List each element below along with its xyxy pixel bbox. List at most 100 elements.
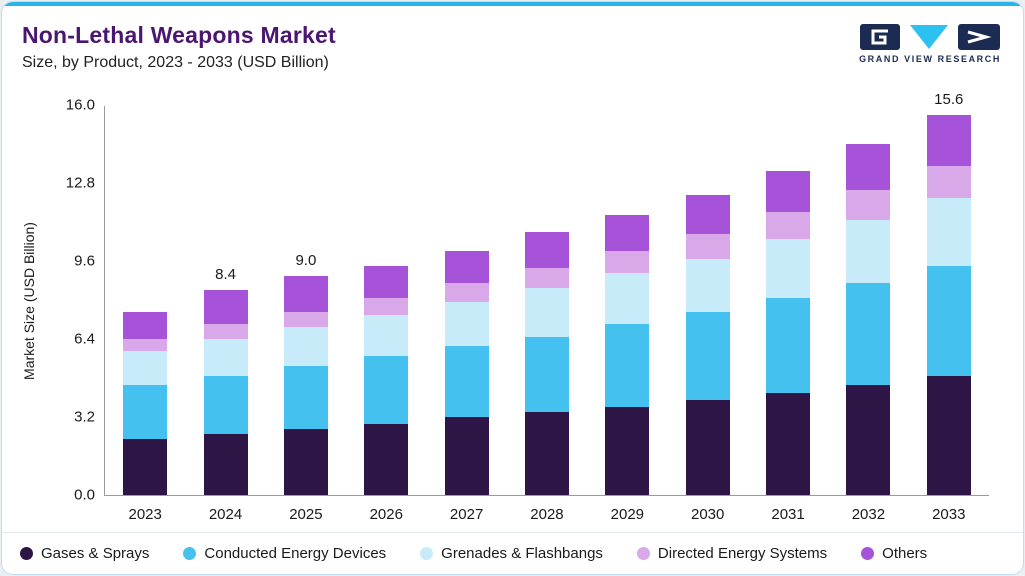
bar-group-2029: 2029 — [587, 106, 667, 523]
segment-others — [203, 290, 248, 325]
x-tick-label: 2026 — [369, 506, 403, 523]
segment-others — [524, 231, 569, 269]
segment-conducted-energy-devices — [524, 336, 569, 413]
bar-group-2023: 2023 — [105, 106, 185, 523]
segment-directed-energy-systems — [524, 268, 569, 288]
top-accent-bar — [2, 2, 1023, 6]
segment-conducted-energy-devices — [203, 375, 248, 435]
logo-icon — [860, 24, 1001, 50]
grand-view-research-logo: GRAND VIEW RESEARCH — [859, 24, 1001, 64]
segment-grenades-flashbangs — [605, 273, 650, 325]
segment-gases-sprays — [123, 438, 168, 495]
segment-gases-sprays — [605, 407, 650, 495]
legend-swatch-icon — [183, 547, 197, 560]
segment-directed-energy-systems — [444, 282, 489, 303]
title-block: Non-Lethal Weapons Market Size, by Produ… — [22, 22, 336, 72]
segment-grenades-flashbangs — [685, 258, 730, 313]
segment-conducted-energy-devices — [444, 346, 489, 417]
segment-conducted-energy-devices — [605, 324, 650, 408]
segment-conducted-energy-devices — [364, 356, 409, 425]
segment-conducted-energy-devices — [685, 312, 730, 400]
stacked-bar-2030 — [685, 195, 730, 495]
segment-gases-sprays — [846, 385, 891, 495]
stacked-bar-2028 — [524, 231, 569, 495]
segment-gases-sprays — [524, 412, 569, 495]
segment-others — [283, 275, 328, 313]
segment-others — [766, 170, 811, 213]
segment-directed-energy-systems — [123, 339, 168, 352]
stacked-bar-chart: Market Size (USD Billion) 0.0 3.2 6.4 9.6 12… — [2, 91, 1023, 523]
y-axis-title-text: Market Size (USD Billion) — [21, 222, 37, 380]
segment-grenades-flashbangs — [926, 197, 971, 266]
stacked-bar-2025 — [283, 275, 328, 495]
x-tick-label: 2024 — [208, 506, 243, 523]
x-tick-label: 2030 — [691, 506, 725, 523]
segment-gases-sprays — [444, 417, 489, 495]
y-tick-label: 3.2 — [74, 408, 95, 426]
bar-group-2026: 2026 — [346, 106, 426, 523]
segment-grenades-flashbangs — [203, 339, 248, 376]
segment-others — [685, 195, 730, 235]
page-title: Non-Lethal Weapons Market — [22, 22, 336, 48]
bar-group-2031: 2031 — [748, 106, 828, 523]
bar-group-2025: 9.0 2025 — [266, 106, 346, 523]
segment-grenades-flashbangs — [283, 326, 328, 366]
segment-conducted-energy-devices — [766, 297, 811, 393]
logo-wordmark: GRAND VIEW RESEARCH — [859, 54, 1001, 64]
page-subtitle: Size, by Product, 2023 - 2033 (USD Billi… — [22, 54, 329, 71]
segment-grenades-flashbangs — [444, 302, 489, 347]
segment-conducted-energy-devices — [926, 265, 971, 376]
x-tick-label: 2028 — [530, 506, 564, 523]
segment-gases-sprays — [203, 434, 248, 495]
legend-label: Gases & Sprays — [41, 545, 150, 562]
legend-swatch-icon — [420, 547, 434, 560]
legend-label: Grenades & Flashbangs — [441, 545, 603, 562]
legend-swatch-icon — [636, 547, 650, 560]
y-tick-label: 12.8 — [65, 174, 95, 192]
total-label-2024: 8.4 — [215, 266, 236, 284]
stacked-bar-2023 — [123, 312, 168, 495]
segment-grenades-flashbangs — [364, 314, 409, 357]
segment-directed-energy-systems — [283, 312, 328, 327]
segment-others — [444, 251, 489, 283]
total-label-2025: 9.0 — [295, 251, 317, 269]
stacked-bar-2029 — [605, 214, 650, 495]
header: Non-Lethal Weapons Market Size, by Produ… — [2, 6, 1023, 72]
stacked-bar-2024 — [203, 290, 248, 495]
legend-label: Directed Energy Systems — [657, 545, 828, 562]
legend-swatch-icon — [861, 547, 875, 560]
x-tick-label: 2023 — [128, 506, 162, 523]
stacked-bar-2026 — [364, 265, 409, 495]
segment-grenades-flashbangs — [766, 239, 811, 298]
segment-others — [605, 214, 650, 252]
x-tick-label: 2027 — [449, 506, 484, 523]
bar-group-2028: 2028 — [507, 106, 587, 523]
plot-area: 0.0 3.2 6.4 9.6 12.8 16.0 2023 8.4 2024 9.0 2025 20… — [66, 91, 989, 523]
bar-group-2024: 8.4 2024 — [185, 106, 265, 523]
segment-directed-energy-systems — [203, 324, 248, 339]
legend-label: Conducted Energy Devices — [204, 545, 387, 562]
bar-group-2033: 15.6 2033 — [909, 91, 989, 523]
x-tick-label: 2031 — [771, 506, 805, 523]
segment-gases-sprays — [283, 429, 328, 495]
legend-item-conducted-energy-devices: Conducted Energy Devices — [183, 545, 386, 562]
segment-gases-sprays — [685, 399, 730, 495]
chart-legend: Gases & Sprays Conducted Energy Devices Gr… — [2, 532, 1023, 574]
legend-label: Others — [882, 545, 928, 562]
y-axis-title: Market Size (USD Billion) — [16, 106, 42, 496]
segment-others — [364, 265, 409, 298]
segment-others — [123, 312, 168, 339]
stacked-bar-2033 — [926, 114, 971, 495]
y-tick-label: 6.4 — [74, 330, 95, 348]
segment-directed-energy-systems — [685, 234, 730, 259]
plot-column: 0.0 3.2 6.4 9.6 12.8 16.0 2023 8.4 2024 9.0 2025 20… — [66, 91, 989, 523]
x-tick-label: 2029 — [610, 506, 645, 523]
segment-directed-energy-systems — [926, 165, 971, 198]
bar-group-2027: 2027 — [426, 106, 506, 523]
segment-others — [926, 114, 971, 166]
segment-directed-energy-systems — [605, 251, 650, 274]
y-tick-label: 16.0 — [65, 96, 95, 114]
bar-group-2032: 2032 — [828, 106, 908, 523]
stacked-bar-2032 — [846, 144, 891, 495]
